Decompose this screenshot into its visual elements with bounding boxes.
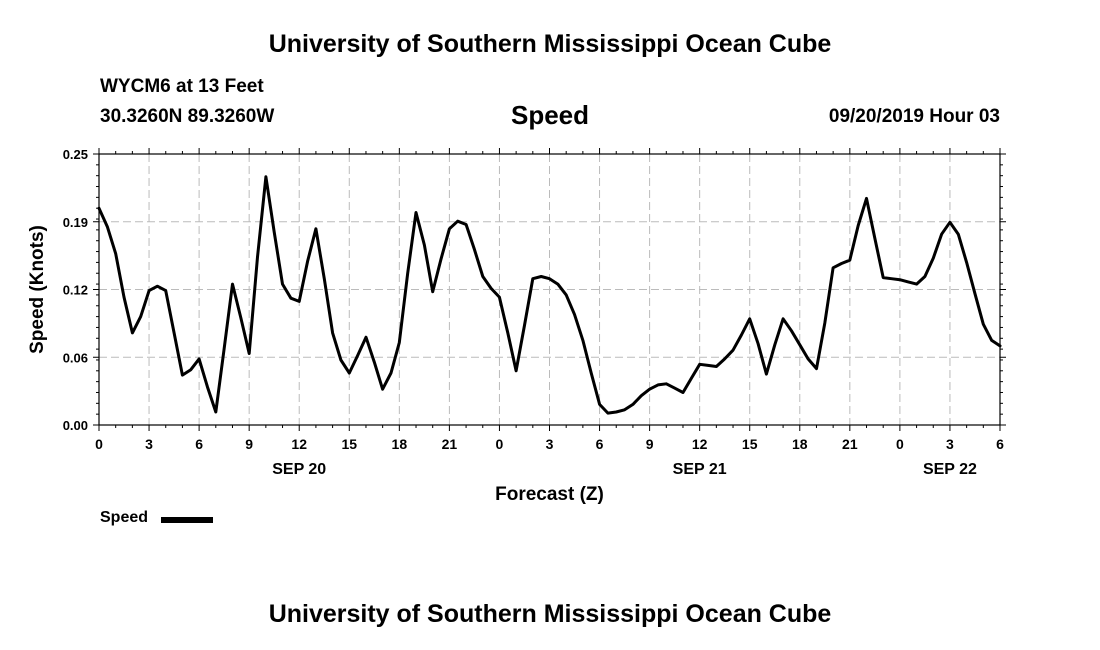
x-tick-label: 6	[596, 436, 604, 452]
y-axis-title: Speed (Knots)	[27, 225, 48, 354]
x-tick-label: 12	[692, 436, 708, 452]
chart-labels: 0 3 6 9 12 15 18 21 0 3 6 9 12 15 18 21 0 3 6 0.00 0.06 0.12 0…	[27, 147, 1004, 505]
x-axis-title: Forecast (Z)	[495, 484, 604, 505]
x-tick-label: 0	[496, 436, 504, 452]
y-tick-label: 0.00	[63, 418, 88, 433]
x-date-label: SEP 21	[673, 461, 727, 478]
y-tick-label: 0.06	[63, 350, 88, 365]
legend-swatch	[161, 517, 213, 523]
y-tick-label: 0.25	[63, 147, 88, 162]
x-tick-label: 9	[646, 436, 654, 452]
x-tick-label: 9	[245, 436, 253, 452]
x-tick-label: 0	[95, 436, 103, 452]
y-tick-label: 0.12	[63, 283, 88, 298]
x-tick-label: 6	[195, 436, 203, 452]
coordinates-label: 30.3260N 89.3260W	[100, 106, 275, 127]
x-tick-label: 18	[392, 436, 408, 452]
x-tick-label: 3	[145, 436, 153, 452]
footer-title: University of Southern Mississippi Ocean…	[268, 600, 832, 628]
chart-title: Speed	[510, 100, 590, 130]
speed-series-line	[97, 175, 1002, 415]
x-tick-label: 0	[896, 436, 904, 452]
x-tick-label: 3	[546, 436, 554, 452]
x-tick-label: 6	[996, 436, 1004, 452]
x-tick-label: 15	[341, 436, 357, 452]
station-label: WYCM6 at 13 Feet	[100, 76, 264, 97]
x-tick-label: 18	[792, 436, 808, 452]
x-tick-label: 21	[842, 436, 858, 452]
x-date-label: SEP 22	[923, 461, 977, 478]
page-title: University of Southern Mississippi Ocean…	[268, 30, 832, 58]
chart-ticks	[93, 148, 1006, 431]
x-date-label: SEP 20	[272, 461, 326, 478]
x-tick-label: 21	[442, 436, 458, 452]
x-tick-label: 3	[946, 436, 954, 452]
x-tick-label: 15	[742, 436, 758, 452]
y-tick-label: 0.19	[63, 215, 88, 230]
legend-label: Speed	[100, 509, 149, 526]
x-tick-label: 12	[291, 436, 307, 452]
forecast-datetime: 09/20/2019 Hour 03	[828, 106, 1000, 127]
chart-series	[97, 175, 1002, 415]
